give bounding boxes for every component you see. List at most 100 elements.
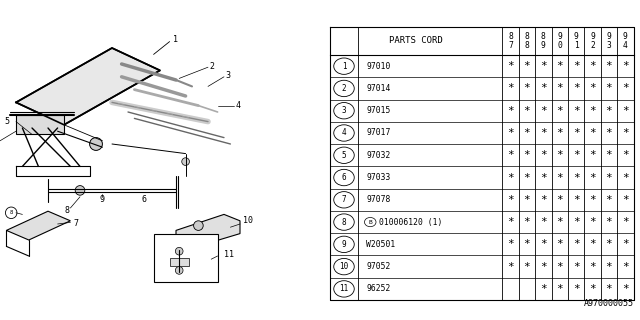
- Text: *: *: [589, 84, 596, 93]
- Text: 6: 6: [141, 196, 147, 204]
- Text: 010006120 (1): 010006120 (1): [379, 218, 443, 227]
- Text: *: *: [508, 150, 514, 160]
- Text: 11: 11: [339, 284, 349, 293]
- Text: *: *: [556, 284, 563, 294]
- Text: *: *: [556, 128, 563, 138]
- Text: *: *: [589, 195, 596, 205]
- Text: *: *: [622, 84, 628, 93]
- Text: 4: 4: [342, 129, 346, 138]
- Text: 8: 8: [10, 210, 13, 215]
- Text: 97014: 97014: [366, 84, 391, 93]
- Circle shape: [193, 221, 204, 230]
- Text: *: *: [524, 84, 531, 93]
- Text: 8
9: 8 9: [541, 32, 546, 50]
- Text: *: *: [589, 128, 596, 138]
- Text: 1: 1: [342, 62, 346, 71]
- Text: *: *: [556, 239, 563, 249]
- Text: *: *: [573, 150, 580, 160]
- Text: *: *: [524, 150, 531, 160]
- Text: *: *: [622, 284, 628, 294]
- Text: *: *: [540, 84, 547, 93]
- Text: *: *: [540, 217, 547, 227]
- Text: *: *: [622, 128, 628, 138]
- Text: 4: 4: [236, 101, 240, 110]
- Text: *: *: [556, 84, 563, 93]
- Text: *: *: [605, 262, 612, 272]
- Text: 97052: 97052: [366, 262, 391, 271]
- Polygon shape: [6, 211, 70, 240]
- Text: 11: 11: [224, 250, 234, 259]
- Text: *: *: [540, 106, 547, 116]
- Bar: [154, 234, 218, 282]
- Text: *: *: [605, 172, 612, 182]
- Text: 97033: 97033: [366, 173, 391, 182]
- Text: *: *: [524, 106, 531, 116]
- Text: *: *: [508, 84, 514, 93]
- Circle shape: [182, 158, 189, 165]
- Text: *: *: [605, 239, 612, 249]
- Circle shape: [76, 186, 85, 195]
- Text: *: *: [540, 284, 547, 294]
- Text: *: *: [589, 262, 596, 272]
- Polygon shape: [16, 48, 160, 125]
- Circle shape: [90, 138, 102, 150]
- Text: *: *: [540, 128, 547, 138]
- Text: *: *: [605, 150, 612, 160]
- Text: *: *: [605, 195, 612, 205]
- Text: *: *: [540, 262, 547, 272]
- Text: *: *: [573, 128, 580, 138]
- Text: 97032: 97032: [366, 151, 391, 160]
- Text: *: *: [605, 106, 612, 116]
- Text: 8: 8: [65, 206, 70, 215]
- Text: 9
0: 9 0: [557, 32, 562, 50]
- Text: 2: 2: [342, 84, 346, 93]
- Text: *: *: [556, 217, 563, 227]
- Text: *: *: [524, 217, 531, 227]
- Text: *: *: [622, 195, 628, 205]
- Text: *: *: [540, 239, 547, 249]
- Text: 5: 5: [342, 151, 346, 160]
- Text: *: *: [540, 172, 547, 182]
- Text: *: *: [524, 172, 531, 182]
- Text: *: *: [508, 217, 514, 227]
- Text: *: *: [508, 195, 514, 205]
- Text: 97078: 97078: [366, 195, 391, 204]
- Text: *: *: [524, 239, 531, 249]
- Text: *: *: [508, 262, 514, 272]
- Text: *: *: [508, 239, 514, 249]
- Text: 3: 3: [226, 71, 230, 80]
- Text: *: *: [622, 262, 628, 272]
- Text: 9
2: 9 2: [590, 32, 595, 50]
- Text: 1: 1: [173, 36, 178, 44]
- Circle shape: [175, 247, 183, 255]
- Text: 97015: 97015: [366, 106, 391, 115]
- Text: 8: 8: [342, 218, 346, 227]
- Text: *: *: [589, 106, 596, 116]
- Text: *: *: [573, 239, 580, 249]
- Text: 5: 5: [5, 117, 10, 126]
- Text: *: *: [573, 284, 580, 294]
- Text: 9
3: 9 3: [607, 32, 611, 50]
- Text: 9: 9: [100, 196, 105, 204]
- Text: *: *: [556, 150, 563, 160]
- Text: *: *: [589, 284, 596, 294]
- Text: *: *: [605, 284, 612, 294]
- Text: *: *: [508, 128, 514, 138]
- Text: W20501: W20501: [366, 240, 396, 249]
- Text: 7: 7: [342, 195, 346, 204]
- Text: *: *: [622, 106, 628, 116]
- Text: *: *: [622, 217, 628, 227]
- Text: *: *: [573, 217, 580, 227]
- Text: 96252: 96252: [366, 284, 391, 293]
- Text: *: *: [605, 84, 612, 93]
- Text: *: *: [508, 106, 514, 116]
- Circle shape: [175, 267, 183, 274]
- Text: 10: 10: [339, 262, 349, 271]
- Text: 8
7: 8 7: [508, 32, 513, 50]
- Text: *: *: [605, 128, 612, 138]
- Text: *: *: [573, 262, 580, 272]
- Text: *: *: [540, 150, 547, 160]
- Text: *: *: [622, 61, 628, 71]
- Text: *: *: [556, 195, 563, 205]
- Text: 7: 7: [74, 220, 79, 228]
